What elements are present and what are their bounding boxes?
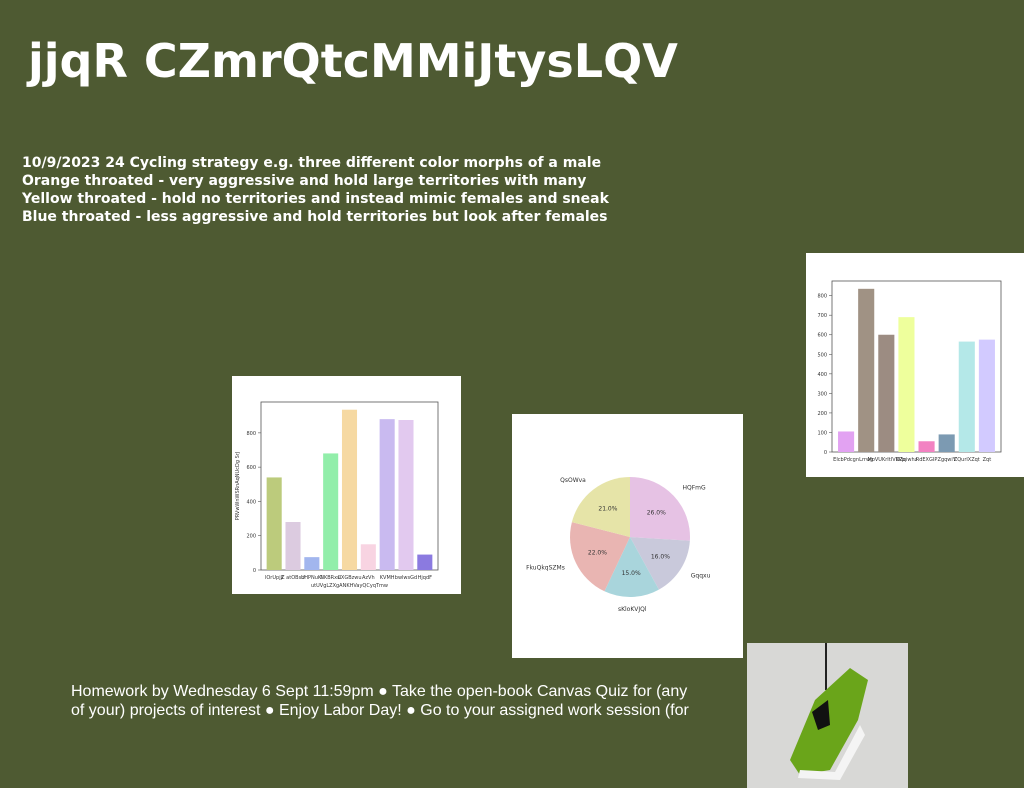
x-tick-label: ZQurlXZqt bbox=[954, 457, 980, 463]
slice-value: 16.0% bbox=[651, 553, 670, 560]
slice-label: Gqqxu bbox=[691, 573, 711, 580]
x-tick-label: lOrUpjjl bbox=[265, 575, 283, 581]
x-tick-label: ZgqwiY bbox=[938, 457, 957, 463]
bar bbox=[360, 544, 376, 570]
y-tick-label: 400 bbox=[246, 499, 256, 505]
x-tick-label: EIcbPdcgn bbox=[833, 457, 859, 463]
x-axis-label: utUVgLZXgANKHVayQCyqTmw bbox=[311, 583, 388, 589]
y-tick-label: 300 bbox=[817, 391, 827, 397]
y-tick-label: 100 bbox=[817, 430, 827, 436]
bar bbox=[379, 419, 395, 570]
bar bbox=[323, 453, 339, 570]
y-tick-label: 800 bbox=[817, 294, 827, 300]
bar bbox=[398, 420, 414, 570]
y-tick-label: 700 bbox=[817, 313, 827, 319]
x-tick-label: AzVh bbox=[362, 575, 375, 581]
x-tick-label: DZqiwhz bbox=[896, 457, 918, 463]
footer-line: Homework by Wednesday 6 Sept 11:59pm ● T… bbox=[71, 683, 688, 700]
footer: Homework by Wednesday 6 Sept 11:59pm ● T… bbox=[71, 682, 689, 720]
slide-title: jjqR CZmrQtcMMiJtysLQV bbox=[28, 34, 678, 88]
y-tick-label: 800 bbox=[246, 431, 256, 437]
bar bbox=[838, 431, 855, 452]
note-line: Orange throated - very aggressive and ho… bbox=[22, 173, 587, 189]
x-tick-label: Zqt bbox=[983, 457, 992, 463]
y-tick-label: 200 bbox=[817, 411, 827, 417]
y-tick-label: 600 bbox=[246, 465, 256, 471]
bar bbox=[978, 339, 995, 452]
slice-value: 21.0% bbox=[598, 506, 617, 513]
x-tick-label: NKBRxsi bbox=[320, 575, 341, 581]
bar bbox=[898, 317, 915, 452]
footer-line: of your) projects of interest ● Enjoy La… bbox=[71, 702, 689, 719]
sneaker-image bbox=[747, 643, 908, 788]
slice-label: FkuQkqSZMs bbox=[526, 565, 565, 572]
bar bbox=[938, 434, 955, 452]
bar bbox=[417, 554, 433, 570]
bar bbox=[878, 334, 895, 452]
x-tick-label: MoVUKrItIVKPp bbox=[868, 457, 906, 463]
note-line: Yellow throated - hold no territories an… bbox=[22, 191, 609, 207]
y-tick-label: 600 bbox=[817, 333, 827, 339]
y-tick-label: 0 bbox=[253, 568, 256, 574]
bar bbox=[341, 409, 358, 570]
y-tick-label: 0 bbox=[824, 450, 827, 456]
notes: 10/9/2023 24 Cycling strategy e.g. three… bbox=[22, 154, 609, 226]
bar bbox=[958, 341, 975, 452]
note-line: Blue throated - less aggressive and hold… bbox=[22, 209, 608, 225]
y-tick-label: 500 bbox=[817, 352, 827, 358]
x-tick-label: RdEXGIP bbox=[916, 457, 938, 463]
x-tick-label: bwlwsGd bbox=[395, 575, 417, 581]
pie-slice bbox=[570, 522, 630, 592]
pie-slice bbox=[604, 537, 659, 597]
slice-value: 22.0% bbox=[588, 549, 607, 556]
plot-frame bbox=[831, 280, 1002, 453]
pie-slice bbox=[630, 537, 690, 590]
bar bbox=[918, 441, 935, 452]
slice-label: HQFmG bbox=[682, 485, 706, 492]
slice-label: QsOWva bbox=[560, 477, 586, 484]
x-tick-label: CXGBzwu bbox=[337, 575, 361, 581]
slice-value: 26.0% bbox=[647, 509, 666, 516]
x-tick-label: bHPNuKl bbox=[301, 575, 323, 581]
bar bbox=[285, 522, 301, 570]
bar bbox=[304, 557, 320, 570]
y-axis-label: PRVwWnWSRnAqNUcDg SrJ bbox=[235, 452, 241, 521]
pie-slice bbox=[571, 477, 630, 537]
slice-value: 15.0% bbox=[622, 570, 641, 577]
y-tick-label: 200 bbox=[246, 534, 256, 540]
pie-slice bbox=[630, 477, 690, 541]
x-tick-label: Z atOBsU bbox=[281, 575, 305, 581]
y-tick-label: 400 bbox=[817, 372, 827, 378]
bar bbox=[858, 288, 875, 452]
x-tick-label: Lrrwg bbox=[859, 457, 873, 463]
slice-label: sKloKVJQl bbox=[618, 606, 647, 613]
x-tick-label: KVMH bbox=[380, 575, 395, 581]
bar bbox=[266, 477, 282, 570]
note-line: 10/9/2023 24 Cycling strategy e.g. three… bbox=[22, 155, 602, 171]
x-tick-label: HjqdF bbox=[418, 575, 432, 581]
